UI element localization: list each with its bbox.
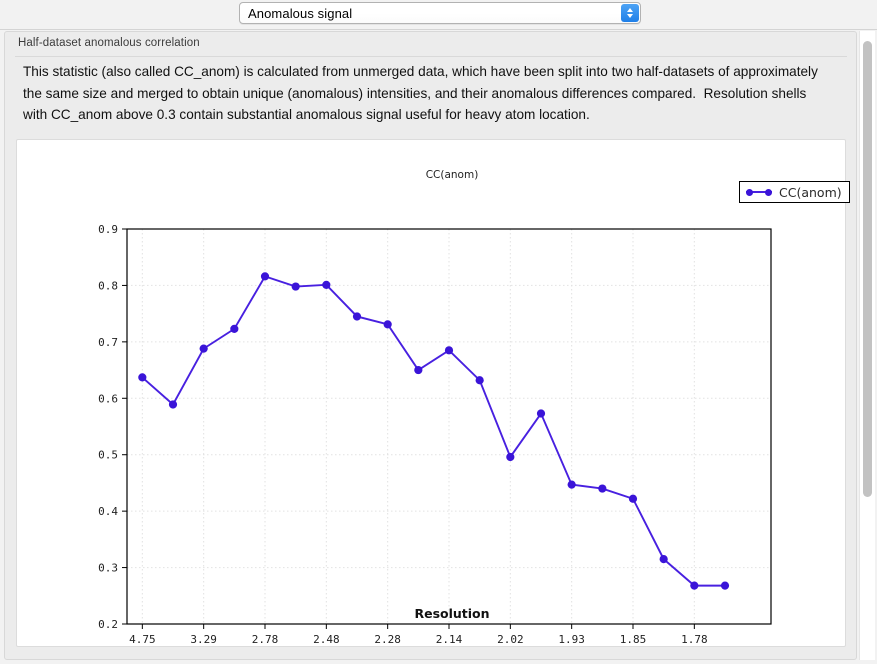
svg-text:0.6: 0.6 xyxy=(98,392,118,405)
chevron-down-icon xyxy=(627,14,633,18)
chevron-up-icon xyxy=(627,8,633,12)
series-markers-cc-anom xyxy=(138,272,730,590)
x-axis-title: Resolution xyxy=(414,606,490,621)
svg-text:4.75: 4.75 xyxy=(129,633,156,646)
svg-text:2.28: 2.28 xyxy=(374,633,401,646)
vertical-scrollbar[interactable] xyxy=(859,31,875,660)
chart-legend[interactable]: CC(anom) xyxy=(739,181,850,203)
axis-frame xyxy=(122,228,772,629)
svg-text:0.3: 0.3 xyxy=(98,562,118,575)
grid-lines xyxy=(127,229,771,624)
legend-line-icon xyxy=(746,191,772,194)
legend-marker-right-icon xyxy=(765,188,772,196)
x-tick-labels: 4.75 3.29 2.78 2.48 2.28 2.14 2.02 1.93 1.85 1.78 xyxy=(129,633,708,646)
dataset-popup-button[interactable]: Anomalous signal xyxy=(239,2,641,24)
svg-text:2.78: 2.78 xyxy=(252,633,279,646)
svg-text:0.7: 0.7 xyxy=(98,336,118,349)
svg-text:2.48: 2.48 xyxy=(313,633,340,646)
plot-area: CC(anom) 0.2 0.3 0.4 0.5 0.6 0.7 0.8 0.9 4.75 3.… xyxy=(17,140,850,646)
toolbar: Anomalous signal xyxy=(0,0,887,30)
svg-text:0.8: 0.8 xyxy=(98,279,118,292)
legend-label: CC(anom) xyxy=(779,184,842,200)
content-panel: Half-dataset anomalous correlation This … xyxy=(4,31,857,660)
cc-anom-line-chart: 0.2 0.3 0.4 0.5 0.6 0.7 0.8 0.9 4.75 3.29 2.78 2.4… xyxy=(98,223,772,646)
legend-marker-left-icon xyxy=(746,188,753,196)
svg-text:2.02: 2.02 xyxy=(497,633,524,646)
svg-text:1.93: 1.93 xyxy=(558,633,585,646)
popup-stepper-icon[interactable] xyxy=(621,4,639,22)
vertical-scroll-thumb[interactable] xyxy=(863,41,872,497)
svg-text:0.9: 0.9 xyxy=(98,223,118,236)
plot-card: CC(anom) 0.2 0.3 0.4 0.5 0.6 0.7 0.8 0.9 4.75 3.… xyxy=(16,139,850,647)
svg-text:2.14: 2.14 xyxy=(436,633,463,646)
panel-title: Half-dataset anomalous correlation xyxy=(18,37,200,49)
series-line-cc-anom xyxy=(141,275,725,587)
svg-text:0.5: 0.5 xyxy=(98,449,118,462)
svg-text:1.85: 1.85 xyxy=(620,633,647,646)
y-tick-labels: 0.2 0.3 0.4 0.5 0.6 0.7 0.8 0.9 xyxy=(98,223,118,631)
svg-text:0.4: 0.4 xyxy=(98,505,118,518)
window-right-edge xyxy=(877,0,887,664)
panel-divider xyxy=(15,56,847,57)
statistic-description: This statistic (also called CC_anom) is … xyxy=(23,64,822,122)
svg-text:0.2: 0.2 xyxy=(98,618,118,631)
dataset-popup-label: Anomalous signal xyxy=(248,5,353,21)
svg-text:3.29: 3.29 xyxy=(190,633,217,646)
legend-swatch-icon xyxy=(746,187,772,197)
svg-text:1.78: 1.78 xyxy=(681,633,708,646)
chart-title: CC(anom) xyxy=(425,169,479,181)
